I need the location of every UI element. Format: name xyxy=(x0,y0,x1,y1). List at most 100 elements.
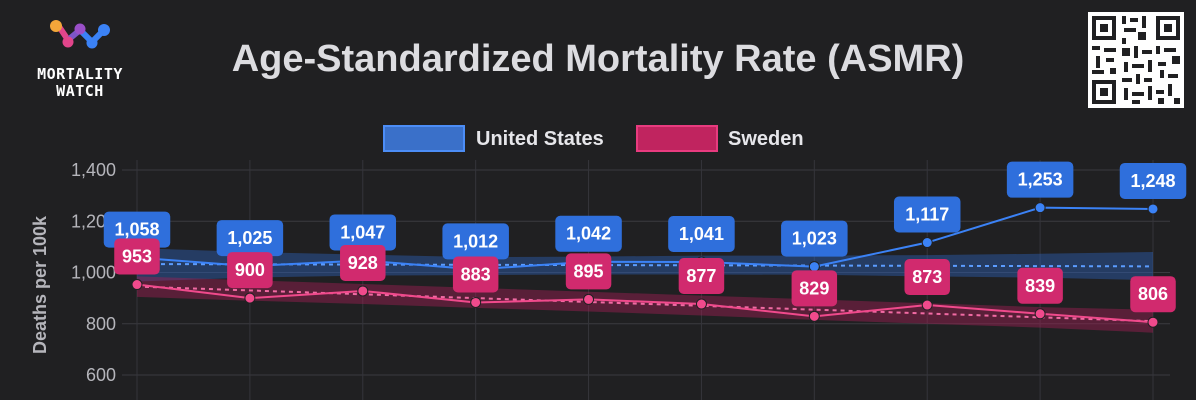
point-sweden[interactable] xyxy=(244,292,256,304)
chart-title: Age-Standardized Mortality Rate (ASMR) xyxy=(231,38,965,80)
data-label-box xyxy=(1119,162,1187,199)
series-line-united-states xyxy=(136,206,1154,271)
data-label-text: 928 xyxy=(348,253,378,273)
y-axis-title: Deaths per 100k xyxy=(30,215,50,354)
data-label-text: 1,041 xyxy=(679,224,724,244)
data-label-text: 883 xyxy=(461,264,491,284)
series-line-sweden xyxy=(136,283,1154,324)
data-label-box xyxy=(216,220,284,257)
data-label-united-states: 1,012 xyxy=(442,223,509,260)
data-label-sweden: 928 xyxy=(340,244,386,281)
data-label-box xyxy=(781,220,848,257)
data-label-text: 1,117 xyxy=(905,205,949,225)
point-sweden[interactable] xyxy=(1147,316,1159,328)
data-label-box xyxy=(114,238,160,275)
point-sweden[interactable] xyxy=(921,299,933,311)
data-label-box xyxy=(1130,276,1176,313)
point-united-states[interactable] xyxy=(1034,202,1046,214)
point-sweden[interactable] xyxy=(357,285,369,297)
logo-text-line2: WATCH xyxy=(56,82,104,100)
data-label-box xyxy=(678,258,725,295)
data-label-sweden: 883 xyxy=(452,256,499,293)
logo-text-line1: MORTALITY xyxy=(37,65,123,83)
point-sweden[interactable] xyxy=(470,296,482,308)
point-sweden[interactable] xyxy=(131,279,143,291)
data-label-box xyxy=(227,252,273,289)
data-label-text: 1,248 xyxy=(1130,171,1175,191)
point-sweden[interactable] xyxy=(695,298,707,310)
data-label-sweden: 829 xyxy=(791,270,838,307)
data-label-text: 839 xyxy=(1025,276,1055,296)
qr-code-icon[interactable] xyxy=(1088,12,1184,108)
data-label-text: 1,253 xyxy=(1018,170,1063,190)
data-label-box xyxy=(452,256,499,293)
data-label-box xyxy=(1017,267,1063,304)
data-label-sweden: 839 xyxy=(1017,267,1063,304)
point-sweden[interactable] xyxy=(583,293,595,305)
data-label-text: 873 xyxy=(912,267,942,287)
logo-mark-icon xyxy=(50,20,110,49)
data-label-united-states: 1,025 xyxy=(216,220,284,257)
data-label-united-states: 1,047 xyxy=(329,214,397,251)
data-label-text: 1,025 xyxy=(227,228,272,248)
point-united-states[interactable] xyxy=(808,261,820,273)
data-label-box xyxy=(904,259,950,296)
confidence-bands xyxy=(137,248,1153,333)
data-label-box xyxy=(668,215,735,252)
baselines xyxy=(136,263,1154,323)
legend-item-united-states[interactable]: United States xyxy=(383,125,604,152)
data-label-text: 1,042 xyxy=(566,224,611,244)
legend-swatch-united-states xyxy=(383,125,465,152)
point-sweden[interactable] xyxy=(808,310,820,322)
series-lines xyxy=(131,202,1159,328)
logo-text: MORTALITY WATCH xyxy=(14,66,146,100)
data-label-box xyxy=(1006,161,1074,198)
data-labels: 1,058 1,025 1,047 1,012 1,042 1,041 1,023 1,117… xyxy=(103,161,1187,313)
data-label-united-states: 1,253 xyxy=(1006,161,1074,198)
data-label-united-states: 1,248 xyxy=(1119,162,1187,199)
band-united-states xyxy=(137,248,1153,282)
data-label-text: 1,023 xyxy=(792,229,837,249)
data-label-sweden: 895 xyxy=(565,253,612,290)
data-label-text: 953 xyxy=(122,247,152,267)
data-label-sweden: 900 xyxy=(227,252,273,289)
data-label-box xyxy=(340,244,386,281)
data-label-text: 1,047 xyxy=(340,222,385,242)
baseline-sweden xyxy=(136,285,1154,323)
data-label-united-states: 1,117 xyxy=(893,196,961,233)
data-label-text: 895 xyxy=(574,261,604,281)
data-label-sweden: 806 xyxy=(1130,276,1176,313)
data-label-text: 877 xyxy=(686,266,716,286)
data-label-text: 900 xyxy=(235,260,265,280)
legend-label-sweden: Sweden xyxy=(728,128,804,150)
data-label-text: 806 xyxy=(1138,284,1168,304)
data-label-united-states: 1,042 xyxy=(555,215,622,252)
band-sweden xyxy=(137,276,1153,333)
data-label-united-states: 1,041 xyxy=(668,215,735,252)
legend-swatch-sweden xyxy=(636,125,718,152)
point-united-states[interactable] xyxy=(921,237,933,249)
y-tick-label: 600 xyxy=(86,365,116,385)
data-label-box xyxy=(555,215,622,252)
y-tick-label: 1,400 xyxy=(71,160,116,180)
point-sweden[interactable] xyxy=(1034,308,1046,320)
data-label-sweden: 873 xyxy=(904,259,950,296)
point-united-states[interactable] xyxy=(1147,203,1159,215)
baseline-united-states xyxy=(136,263,1154,268)
legend: United States Sweden xyxy=(383,125,804,152)
data-label-text: 1,058 xyxy=(114,220,159,240)
data-label-text: 829 xyxy=(799,278,829,298)
data-label-sweden: 953 xyxy=(114,238,160,275)
y-tick-label: 1,000 xyxy=(71,263,116,283)
mortality-watch-logo: MORTALITY WATCH xyxy=(14,18,146,108)
data-label-box xyxy=(442,223,509,260)
data-label-united-states: 1,023 xyxy=(781,220,848,257)
data-label-text: 1,012 xyxy=(453,231,498,251)
data-label-box xyxy=(791,270,838,307)
legend-item-sweden[interactable]: Sweden xyxy=(636,125,804,152)
legend-label-united-states: United States xyxy=(476,128,604,150)
data-label-sweden: 877 xyxy=(678,258,725,295)
data-label-box xyxy=(893,196,961,233)
y-tick-label: 800 xyxy=(86,314,116,334)
